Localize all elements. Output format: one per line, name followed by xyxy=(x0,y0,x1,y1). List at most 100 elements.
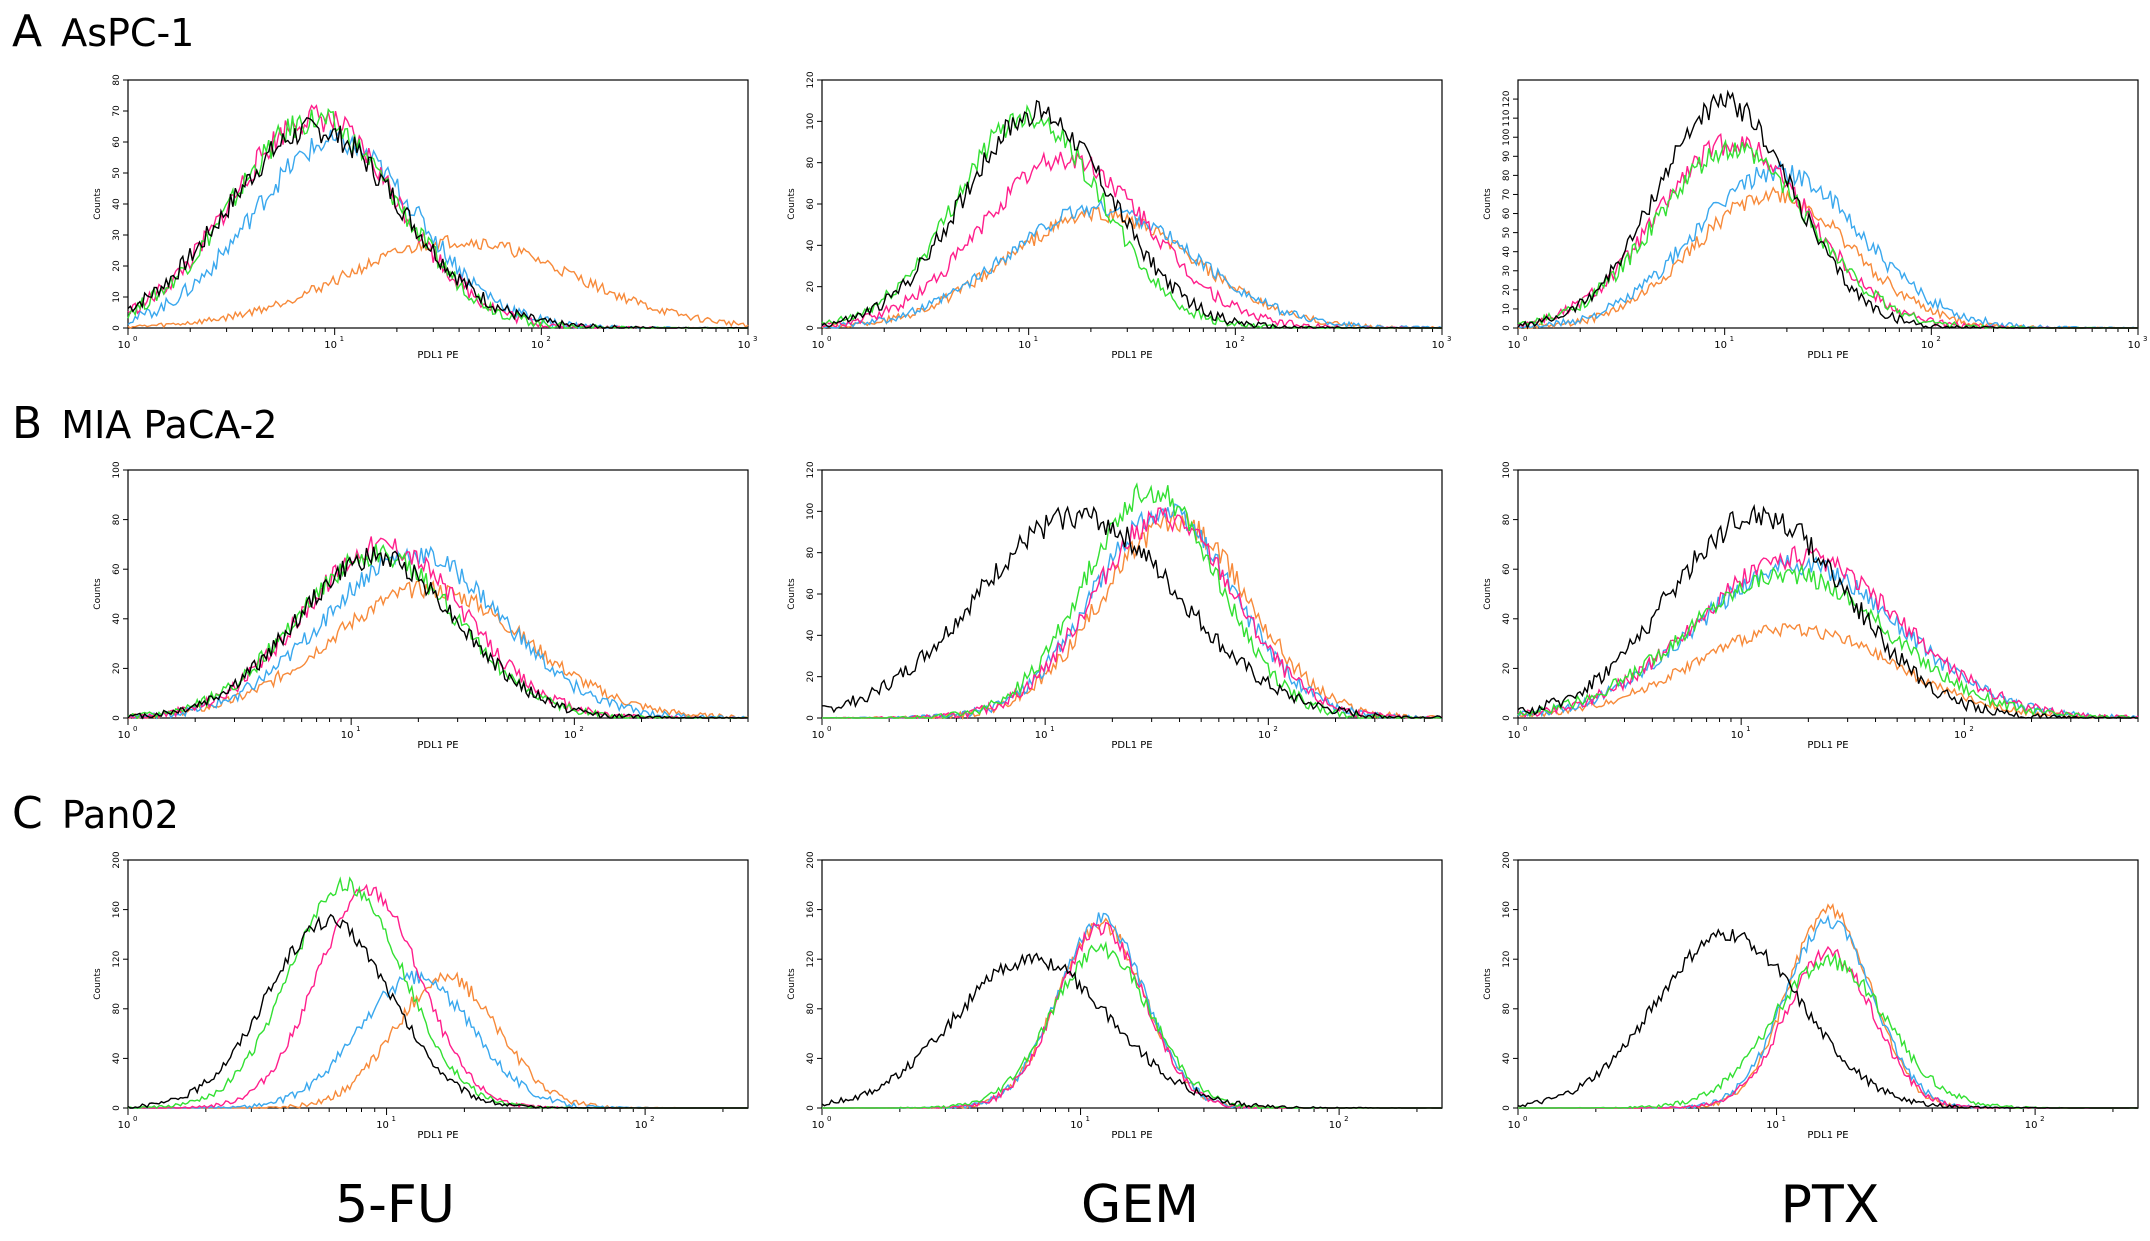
x-tick-exponent: 2 xyxy=(1273,725,1277,733)
x-tick-label: 10 xyxy=(376,1120,389,1131)
histogram-series-2 xyxy=(127,543,749,720)
x-tick-label: 10 xyxy=(118,340,131,351)
histogram-series-4 xyxy=(821,199,1443,329)
y-axis-label: Counts xyxy=(787,578,797,610)
y-tick-label: 80 xyxy=(806,157,816,169)
y-tick-label: 40 xyxy=(1502,1052,1512,1064)
y-tick-label: 0 xyxy=(806,715,816,721)
y-tick-label: 10 xyxy=(112,291,122,303)
x-axis-label: PDL1 PE xyxy=(417,350,458,361)
x-tick-label: 10 xyxy=(738,340,751,351)
plot-frame xyxy=(127,469,749,719)
histogram-series-2 xyxy=(127,107,748,329)
x-tick-exponent: 0 xyxy=(827,1115,831,1123)
y-axis-label: Counts xyxy=(787,968,797,1000)
histogram-series-5 xyxy=(821,206,1442,329)
y-tick-label: 30 xyxy=(1502,265,1512,277)
histogram-series-3 xyxy=(822,921,1442,1109)
histogram-series-2 xyxy=(1517,952,2139,1109)
x-axis-label: PDL1 PE xyxy=(1807,740,1848,751)
y-tick-label: 200 xyxy=(112,851,122,868)
histogram-series-4 xyxy=(127,545,748,720)
x-tick-label: 10 xyxy=(2128,340,2141,351)
x-axis-label: PDL1 PE xyxy=(417,1130,458,1141)
x-tick-exponent: 2 xyxy=(1344,1115,1348,1123)
y-tick-label: 80 xyxy=(112,74,122,86)
histogram-series-3 xyxy=(821,151,1442,329)
y-tick-label: 20 xyxy=(806,281,816,293)
y-axis-label: Counts xyxy=(1483,968,1493,1000)
y-tick-label: 50 xyxy=(1502,227,1512,239)
x-tick-exponent: 2 xyxy=(1936,335,1940,343)
y-tick-label: 160 xyxy=(1502,901,1512,918)
y-tick-label: 120 xyxy=(1502,950,1512,967)
y-tick-label: 120 xyxy=(806,71,816,88)
x-axis-label: PDL1 PE xyxy=(1111,740,1152,751)
histogram-series-3 xyxy=(1518,945,2138,1109)
x-tick-exponent: 2 xyxy=(579,725,583,733)
histogram-series-5 xyxy=(822,917,1442,1109)
x-tick-label: 10 xyxy=(1035,730,1048,741)
y-tick-label: 100 xyxy=(112,461,122,478)
row-c-name: Pan02 xyxy=(61,793,179,837)
x-tick-exponent: 3 xyxy=(1447,335,1451,343)
histogram-series-2 xyxy=(821,482,1443,719)
y-tick-label: 200 xyxy=(806,851,816,868)
y-tick-label: 200 xyxy=(1502,851,1512,868)
plot-frame xyxy=(1517,859,2139,1109)
x-tick-exponent: 0 xyxy=(133,725,137,733)
y-axis-label: Counts xyxy=(93,968,103,1000)
y-tick-label: 40 xyxy=(112,198,122,210)
x-tick-exponent: 0 xyxy=(827,335,831,343)
x-tick-exponent: 0 xyxy=(1523,335,1527,343)
x-tick-label: 10 xyxy=(1921,340,1934,351)
x-tick-label: 10 xyxy=(1508,340,1521,351)
row-a-label: A AsPC-1 xyxy=(12,6,194,57)
x-tick-label: 10 xyxy=(324,340,337,351)
y-tick-label: 0 xyxy=(806,325,816,331)
y-tick-label: 0 xyxy=(1502,325,1512,331)
histogram-series-3 xyxy=(1517,132,2139,330)
plot-frame xyxy=(127,859,749,1109)
x-tick-exponent: 2 xyxy=(1240,335,1244,343)
x-tick-label: 10 xyxy=(1225,340,1238,351)
histogram-series-1 xyxy=(821,99,1442,329)
y-tick-label: 60 xyxy=(112,563,122,575)
plot-frame xyxy=(821,79,1443,329)
x-tick-label: 10 xyxy=(812,340,825,351)
y-tick-label: 40 xyxy=(1502,246,1512,258)
y-tick-label: 60 xyxy=(806,198,816,210)
y-tick-label: 40 xyxy=(806,629,816,641)
x-tick-exponent: 2 xyxy=(2040,1115,2044,1123)
y-tick-label: 100 xyxy=(806,502,816,519)
x-tick-exponent: 0 xyxy=(133,335,137,343)
y-tick-label: 80 xyxy=(806,547,816,559)
x-tick-label: 10 xyxy=(1508,1120,1521,1131)
histogram-series-3 xyxy=(127,883,748,1110)
y-tick-label: 80 xyxy=(1502,514,1512,526)
x-tick-label: 10 xyxy=(2025,1120,2038,1131)
histogram-series-1 xyxy=(822,505,1443,720)
x-tick-exponent: 1 xyxy=(1050,725,1054,733)
histogram-series-4 xyxy=(822,912,1442,1110)
y-tick-label: 10 xyxy=(1502,303,1512,315)
y-tick-label: 40 xyxy=(112,613,122,625)
histogram-series-1 xyxy=(127,546,749,720)
y-tick-label: 70 xyxy=(112,105,122,117)
x-tick-exponent: 2 xyxy=(546,335,550,343)
y-tick-label: 80 xyxy=(1502,169,1512,181)
x-tick-label: 10 xyxy=(812,730,825,741)
x-tick-exponent: 1 xyxy=(1730,335,1734,343)
y-tick-label: 100 xyxy=(806,112,816,129)
histogram-panel-a-3: 0102030405060708090100110120Counts100101… xyxy=(1483,79,2147,361)
histogram-series-1 xyxy=(1517,89,2138,330)
row-b-name: MIA PaCA-2 xyxy=(61,403,278,447)
row-b-letter: B xyxy=(12,398,43,449)
y-tick-label: 80 xyxy=(112,1003,122,1015)
x-tick-exponent: 0 xyxy=(827,725,831,733)
